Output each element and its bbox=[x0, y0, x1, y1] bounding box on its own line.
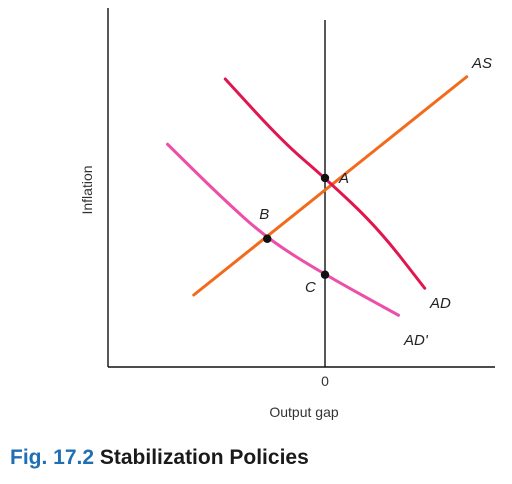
point-label-a: A bbox=[338, 170, 349, 187]
x-tick-label: 0 bbox=[321, 373, 329, 389]
point-label-b: B bbox=[259, 206, 269, 223]
figure-number: Fig. 17.2 bbox=[10, 446, 95, 469]
figure-caption: Fig. 17.2 Stabilization Policies bbox=[10, 446, 309, 470]
point-a bbox=[320, 173, 330, 183]
y-axis-label: Inflation bbox=[79, 165, 95, 214]
curve-label-as: AS bbox=[471, 55, 492, 72]
curves bbox=[166, 75, 469, 317]
curve-ad bbox=[223, 77, 427, 290]
point-b bbox=[263, 234, 272, 243]
x-axis-label: Output gap bbox=[269, 404, 338, 420]
curve-label-ad-prime: AD' bbox=[403, 332, 429, 349]
curve-as bbox=[192, 75, 469, 297]
curve-ad-prime bbox=[166, 142, 400, 317]
point-label-c: C bbox=[305, 279, 316, 296]
axes bbox=[107, 8, 495, 368]
labels: AS AD AD' bbox=[403, 55, 492, 349]
curve-label-ad: AD bbox=[429, 295, 451, 312]
point-c bbox=[320, 270, 330, 279]
points: A B C bbox=[259, 170, 349, 296]
figure-title: Stabilization Policies bbox=[99, 446, 309, 469]
